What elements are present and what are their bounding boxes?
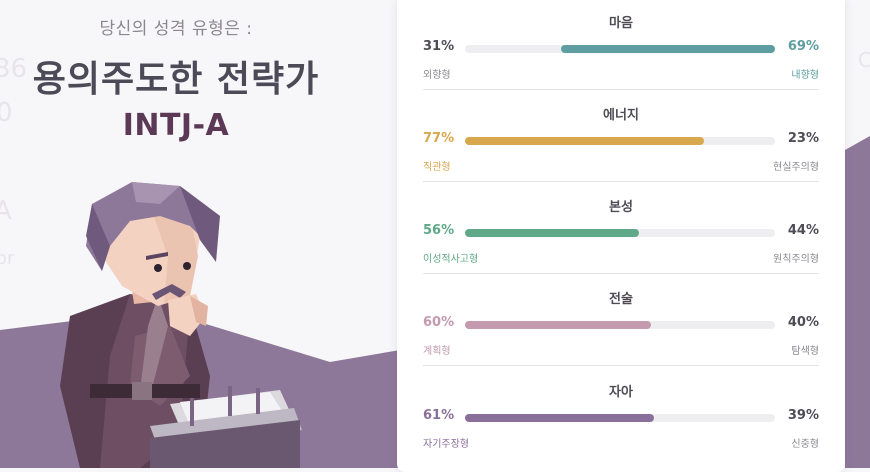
faded-background-text: 0 [0, 98, 13, 128]
trait-results-card: 마음 31% 69% 외향형 내향형 에너지 77% 23% 직관형 현실주의형… [397, 0, 845, 472]
personality-type-code: INTJ-A [122, 108, 230, 143]
trait-bar-track [465, 45, 775, 53]
trait-bar-fill [465, 414, 655, 422]
faded-background-text: or [0, 248, 15, 269]
faded-background-text: 36 [0, 54, 28, 84]
trait-left-label: 외향형 [423, 70, 451, 81]
trait-left-label: 이성적사고형 [423, 254, 479, 265]
strategist-character-illustration [60, 182, 302, 468]
trait-title: 마음 [609, 16, 633, 31]
trait-divider [423, 365, 819, 366]
trait-bar-track [465, 229, 775, 237]
trait-left-label: 계획형 [423, 346, 451, 357]
trait-bar-fill [465, 229, 639, 237]
result-subtitle: 당신의 성격 유형은 : [99, 19, 253, 39]
trait-left-percent: 60% [423, 315, 455, 330]
trait-right-label: 현실주의형 [773, 162, 819, 173]
trait-right-label: 내향형 [791, 70, 819, 81]
trait-divider [423, 273, 819, 274]
trait-bar-fill [561, 45, 775, 53]
trait-right-label: 신중형 [791, 439, 819, 450]
trait-bar-track [465, 137, 775, 145]
trait-left-label: 직관형 [423, 162, 451, 173]
trait-right-label: 원칙주의형 [773, 254, 819, 265]
result-header: 당신의 성격 유형은 : 용의주도한 전략가 INTJ-A [0, 0, 330, 468]
trait-title: 자아 [609, 385, 633, 400]
trait-left-percent: 77% [423, 131, 455, 146]
trait-title: 전술 [609, 292, 633, 307]
trait-title: 본성 [609, 200, 633, 215]
trait-left-percent: 61% [423, 408, 455, 423]
trait-right-percent: 40% [787, 315, 819, 330]
trait-right-percent: 44% [787, 223, 819, 238]
personality-type-name: 용의주도한 전략가 [32, 59, 320, 100]
faded-background-text: A [0, 196, 12, 226]
trait-title: 에너지 [603, 108, 639, 123]
trait-right-label: 탐색형 [791, 346, 819, 357]
trait-left-percent: 56% [423, 223, 455, 238]
trait-bar-fill [465, 321, 651, 329]
trait-bar-track [465, 321, 775, 329]
trait-divider [423, 181, 819, 182]
trait-divider [423, 89, 819, 90]
trait-right-percent: 39% [787, 408, 819, 423]
trait-right-percent: 69% [787, 39, 819, 54]
trait-bar-track [465, 414, 775, 422]
faded-background-text: C [858, 48, 870, 72]
trait-left-percent: 31% [423, 39, 455, 54]
trait-bar-fill [465, 137, 704, 145]
trait-left-label: 자기주장형 [423, 439, 469, 450]
trait-right-percent: 23% [787, 131, 819, 146]
